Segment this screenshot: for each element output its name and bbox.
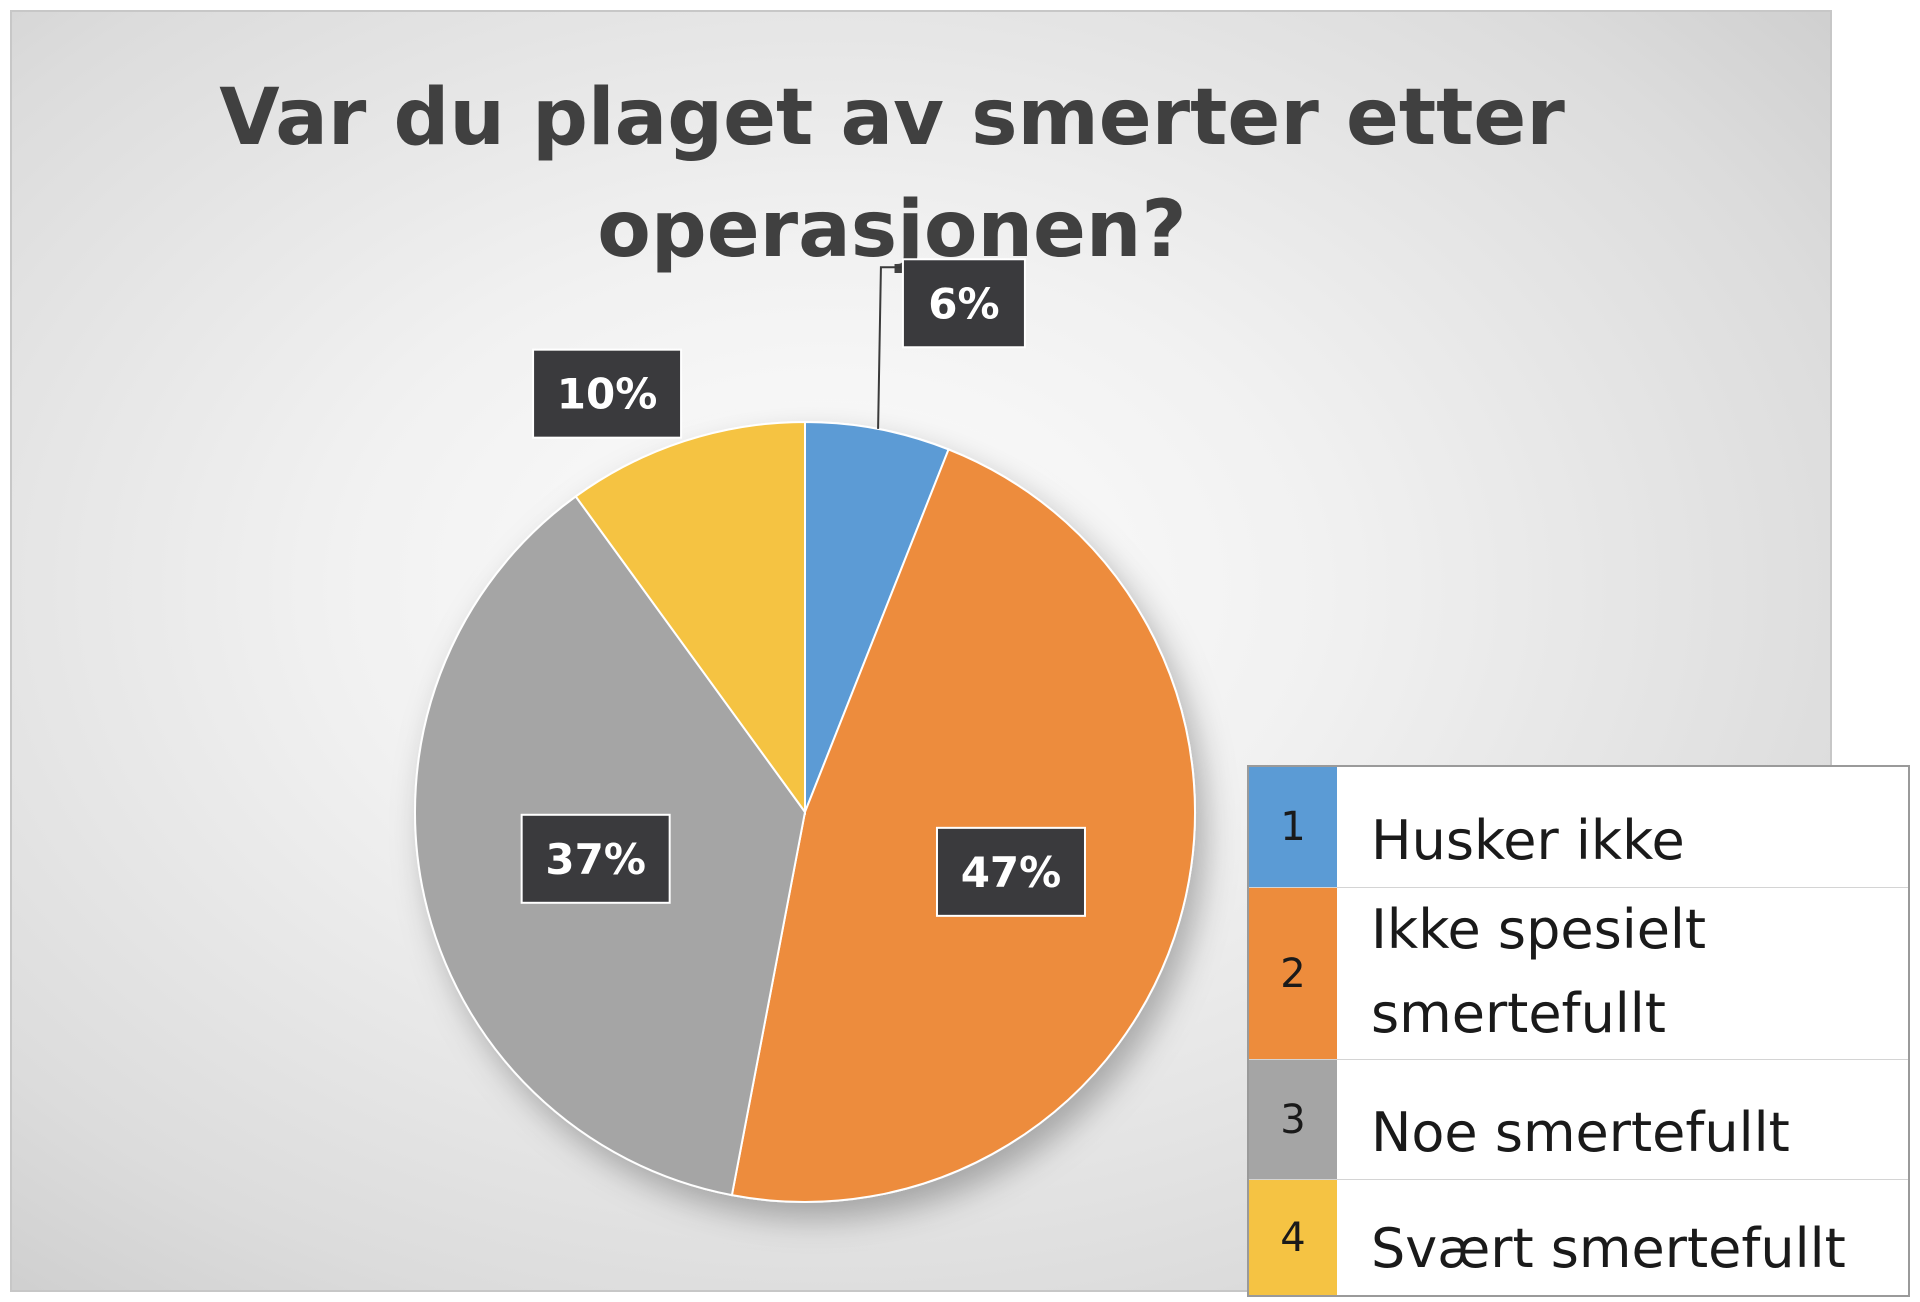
legend-label-4: Svært smertefullt: [1371, 1217, 1846, 1280]
legend-item-1: 1 Husker ikke: [1249, 767, 1908, 887]
legend-swatch-1: 1: [1249, 767, 1337, 887]
legend-item-2: 2 Ikke spesielt smertefullt: [1249, 887, 1908, 1059]
leader-line-1: [877, 266, 903, 429]
data-label-box-3: [520, 813, 671, 904]
data-label-4: 10%: [557, 370, 658, 419]
legend-label-2: Ikke spesielt smertefullt: [1371, 897, 1707, 1045]
legend-item-3: 3 Noe smertefullt: [1249, 1059, 1908, 1179]
pie-slice-2: [730, 448, 1196, 1203]
data-label-2: 47%: [961, 848, 1062, 897]
legend-label-1: Husker ikke: [1371, 809, 1685, 872]
legend-swatch-4: 4: [1249, 1180, 1337, 1295]
data-label-1: 6%: [928, 279, 999, 328]
legend-item-4: 4 Svært smertefullt: [1249, 1179, 1908, 1295]
data-label-box-2: [935, 826, 1086, 917]
legend-label-3: Noe smertefullt: [1371, 1101, 1790, 1164]
data-label-box-1: [901, 258, 1026, 349]
data-label-box-4: [532, 348, 683, 439]
legend-swatch-2: 2: [1249, 888, 1337, 1059]
data-label-3: 37%: [545, 835, 646, 884]
legend: 1 Husker ikke 2 Ikke spesielt smertefull…: [1247, 765, 1910, 1297]
chart-title: Var du plaget av smerter etter operasjon…: [219, 73, 1565, 275]
legend-swatch-3: 3: [1249, 1060, 1337, 1179]
pie-slice-1: [804, 420, 950, 813]
pie-slices: [414, 420, 1196, 1203]
pie-slice-4: [574, 420, 806, 816]
